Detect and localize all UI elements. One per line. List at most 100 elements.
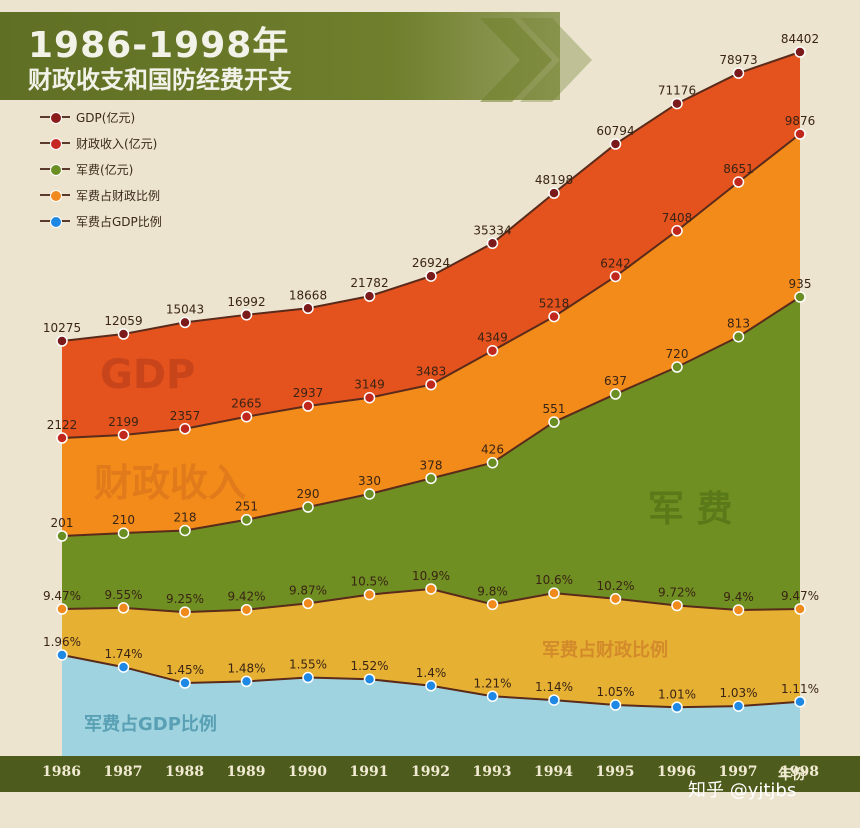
legend-item-ratio-revenue: 军费占财政比例 — [40, 182, 162, 208]
data-label-revenue: 2665 — [231, 397, 262, 411]
data-label-ratio-gdp: 1.96% — [43, 635, 81, 649]
point-ratio-gdp — [609, 699, 622, 711]
point-revenue — [609, 270, 622, 283]
point-military — [425, 472, 437, 485]
data-label-revenue: 3149 — [354, 378, 385, 392]
data-label-ratio-revenue: 10.2% — [596, 579, 634, 593]
x-tick-label: 1990 — [288, 764, 327, 780]
data-label-ratio-gdp: 1.52% — [350, 659, 388, 673]
point-military — [56, 530, 68, 542]
area-ratio-gdp — [62, 655, 800, 756]
point-gdp — [179, 316, 191, 329]
point-ratio-gdp — [117, 661, 130, 673]
x-tick-label: 1987 — [103, 764, 143, 780]
data-label-gdp: 16992 — [227, 295, 265, 309]
point-ratio-gdp — [363, 673, 376, 685]
point-military — [671, 361, 683, 373]
point-gdp — [56, 335, 68, 347]
point-military — [117, 527, 130, 539]
data-label-ratio-gdp: 1.55% — [289, 658, 327, 672]
legend-item-revenue: 财政收入(亿元) — [40, 130, 162, 156]
data-label-military: 551 — [543, 402, 566, 416]
point-ratio-revenue — [794, 603, 806, 615]
data-label-revenue: 7408 — [662, 211, 693, 225]
data-label-gdp: 78973 — [719, 53, 757, 67]
data-label-revenue: 2199 — [108, 415, 139, 429]
point-ratio-gdp — [548, 694, 560, 706]
point-gdp — [363, 290, 376, 302]
data-label-revenue: 6242 — [600, 256, 631, 270]
data-label-ratio-revenue: 9.72% — [658, 586, 696, 600]
data-label-gdp: 15043 — [166, 302, 204, 316]
data-label-military: 813 — [727, 317, 750, 331]
chevron-arrows-icon — [480, 18, 592, 102]
legend-item-gdp: GDP(亿元) — [40, 104, 162, 130]
point-ratio-gdp — [425, 680, 437, 692]
x-tick-label: 1996 — [657, 764, 696, 780]
point-ratio-revenue — [732, 604, 745, 616]
data-label-ratio-revenue: 9.47% — [781, 589, 819, 603]
data-label-revenue: 2357 — [170, 409, 201, 423]
point-revenue — [363, 391, 376, 404]
area-label-ratio-revenue: 军费占财政比例 — [542, 640, 668, 661]
data-label-military: 637 — [604, 374, 627, 388]
data-label-gdp: 84402 — [781, 32, 819, 46]
point-ratio-revenue — [425, 583, 437, 595]
point-ratio-gdp — [732, 700, 745, 712]
x-tick-label: 1988 — [165, 764, 204, 780]
data-label-ratio-gdp: 1.48% — [227, 661, 265, 675]
watermark: 知乎 @yjtjbs — [688, 780, 797, 801]
data-label-ratio-gdp: 1.01% — [658, 687, 696, 701]
data-label-ratio-gdp: 1.45% — [166, 663, 204, 677]
data-label-revenue: 4349 — [477, 331, 508, 345]
x-tick-label: 1992 — [411, 764, 450, 780]
x-tick-label: 1993 — [472, 764, 512, 780]
point-military — [794, 291, 806, 303]
point-ratio-revenue — [609, 593, 622, 605]
legend-label: 财政收入(亿元) — [76, 136, 158, 151]
data-label-military: 251 — [235, 500, 258, 514]
data-label-military: 218 — [174, 510, 197, 524]
point-ratio-gdp — [794, 696, 806, 708]
point-gdp — [671, 97, 683, 110]
point-ratio-gdp — [240, 675, 253, 688]
data-label-ratio-revenue: 9.55% — [104, 588, 142, 602]
point-revenue — [56, 432, 68, 444]
data-label-ratio-gdp: 1.74% — [104, 647, 142, 661]
x-tick-label: 1995 — [595, 764, 635, 780]
point-revenue — [302, 400, 314, 412]
x-axis-band — [0, 756, 860, 792]
legend-label: 军费占GDP比例 — [76, 214, 162, 229]
data-label-military: 210 — [112, 513, 135, 527]
point-military — [302, 501, 314, 513]
data-label-ratio-gdp: 1.4% — [416, 666, 447, 680]
point-ratio-revenue — [486, 598, 499, 611]
point-gdp — [117, 328, 130, 340]
point-revenue — [240, 410, 253, 423]
point-ratio-gdp — [486, 690, 499, 702]
data-label-gdp: 12059 — [104, 314, 142, 328]
data-label-gdp: 48198 — [535, 173, 573, 187]
point-revenue — [425, 378, 437, 391]
data-label-gdp: 18668 — [289, 288, 327, 302]
legend-label: 军费占财政比例 — [76, 188, 161, 203]
point-ratio-revenue — [363, 588, 376, 601]
area-label-ratio-gdp: 军费占GDP比例 — [84, 714, 217, 735]
point-gdp — [609, 138, 622, 150]
data-label-revenue: 5218 — [539, 297, 570, 311]
legend-label: GDP(亿元) — [76, 110, 136, 125]
data-label-ratio-gdp: 1.03% — [719, 686, 757, 700]
point-military — [363, 488, 376, 500]
point-gdp — [240, 309, 253, 321]
point-ratio-revenue — [117, 602, 130, 614]
area-label-gdp: GDP — [100, 352, 196, 398]
data-label-ratio-gdp: 1.14% — [535, 680, 573, 694]
data-label-ratio-revenue: 10.9% — [412, 569, 450, 583]
data-label-gdp: 21782 — [350, 276, 388, 290]
area-label-revenue: 财政收入 — [94, 461, 247, 505]
point-gdp — [732, 67, 745, 79]
point-revenue — [548, 310, 560, 323]
point-ratio-gdp — [302, 671, 314, 684]
data-label-ratio-revenue: 9.42% — [227, 590, 265, 604]
data-label-gdp: 35334 — [473, 223, 511, 237]
